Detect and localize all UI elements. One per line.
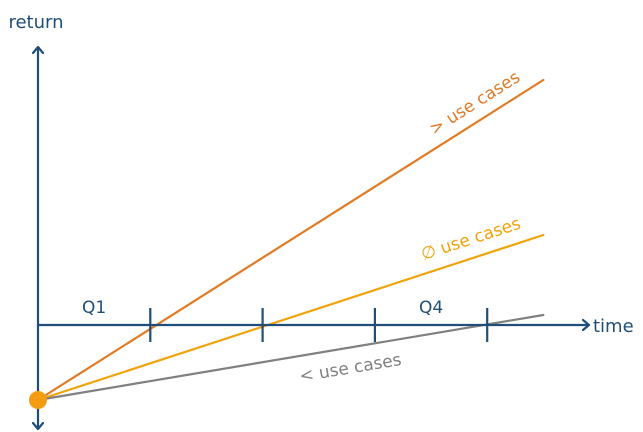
origin-point: [29, 391, 47, 409]
series-line-3: [36, 313, 545, 402]
tick-label-q1: Q1: [82, 298, 106, 318]
series-label-1: > use cases: [426, 67, 524, 139]
series-line-2: [36, 233, 545, 402]
series-line-1: [36, 78, 545, 402]
series-label-3: < use cases: [298, 350, 403, 387]
tick-layer: [149, 308, 489, 342]
series-layer: [36, 78, 545, 402]
tick-label-layer: Q1 Q4: [82, 298, 443, 318]
y-axis-label: return: [8, 12, 63, 33]
series-label-2: ∅ use cases: [419, 214, 524, 265]
tick-label-q4: Q4: [419, 298, 443, 318]
x-axis-label: time: [593, 316, 634, 337]
series-label-layer: > use cases ∅ use cases < use cases: [298, 67, 524, 386]
